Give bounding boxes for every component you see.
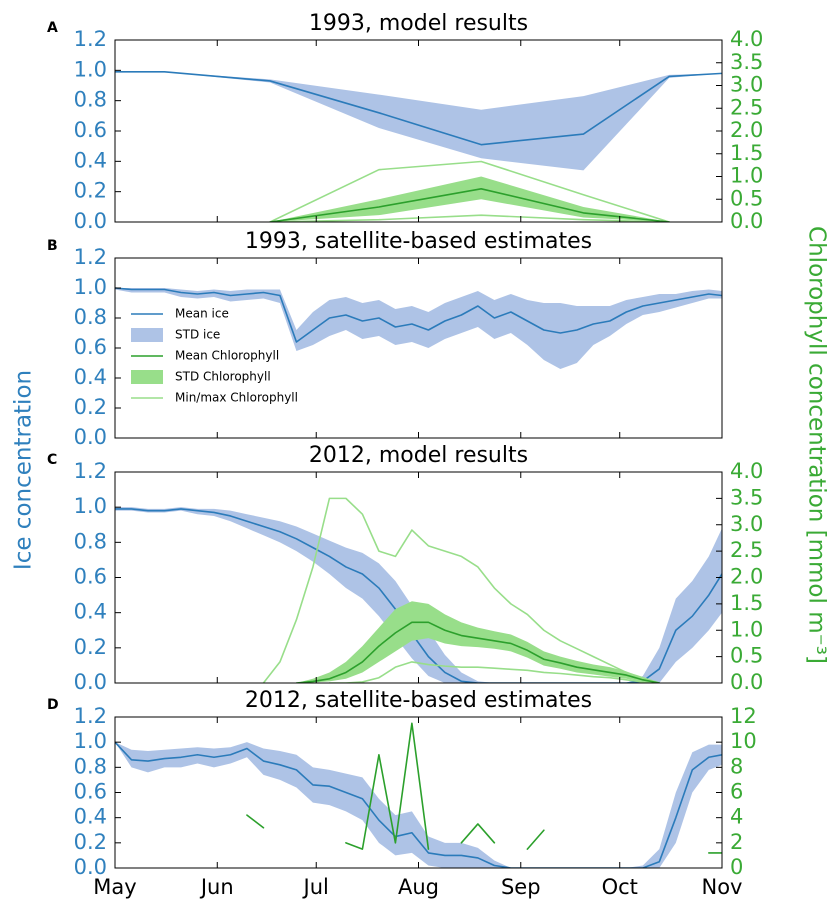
series-line xyxy=(262,497,661,683)
y-tick-label: 0.2 xyxy=(74,395,107,419)
y-tick-label: 0.2 xyxy=(74,635,107,659)
y-tick-label: 0.0 xyxy=(74,425,107,449)
y2-tick-label: 1.5 xyxy=(730,141,763,165)
series-line xyxy=(115,508,722,683)
series-line xyxy=(328,661,661,683)
y-tick-label: 0.8 xyxy=(74,529,107,553)
y-tick-label: 0.8 xyxy=(74,754,107,778)
y-tick-label: 0.4 xyxy=(74,365,107,389)
plot-area xyxy=(115,497,722,683)
y-tick-label: 0.8 xyxy=(74,88,107,112)
legend-label: Min/max Chlorophyll xyxy=(175,391,298,405)
y2-tick-label: 4.0 xyxy=(730,27,763,51)
series-line xyxy=(269,214,671,222)
y-tick-label: 0.6 xyxy=(74,118,107,142)
plot-area xyxy=(115,71,722,222)
y2-tick-label: 0.5 xyxy=(730,186,763,210)
y-tick-label: 1.0 xyxy=(74,275,107,299)
y2-tick-label: 1.5 xyxy=(730,591,763,615)
std-band xyxy=(296,601,660,683)
legend-label: Mean ice xyxy=(175,307,229,321)
y2-tick-label: 0.5 xyxy=(730,644,763,668)
y2-tick-label: 3.0 xyxy=(730,73,763,97)
panel-title: 2012, model results xyxy=(309,443,528,468)
y2-tick-label: 4.0 xyxy=(730,459,763,483)
std-band xyxy=(115,742,722,868)
x-tick-label: Aug xyxy=(398,875,439,899)
y2-tick-label: 1.0 xyxy=(730,617,763,641)
y2-tick-label: 1.0 xyxy=(730,164,763,188)
legend-swatch xyxy=(131,328,163,342)
y-tick-label: 1.0 xyxy=(74,57,107,81)
y-tick-label: 0.6 xyxy=(74,335,107,359)
y-axis-label: Ice concentration xyxy=(11,370,37,570)
y-tick-label: 0.4 xyxy=(74,148,107,172)
series-line xyxy=(246,722,722,854)
legend-swatch xyxy=(131,370,163,384)
y2-tick-label: 3.5 xyxy=(730,50,763,74)
series-line xyxy=(115,287,722,343)
legend-label: STD ice xyxy=(175,328,220,342)
std-band xyxy=(115,71,722,171)
y-tick-label: 0.0 xyxy=(74,209,107,233)
y2-tick-label: 3.5 xyxy=(730,485,763,509)
y-tick-label: 0.2 xyxy=(74,179,107,203)
x-tick-label: May xyxy=(93,875,136,899)
legend-label: STD Chlorophyll xyxy=(175,370,271,384)
y-tick-label: 0.6 xyxy=(74,565,107,589)
y2-tick-label: 2.5 xyxy=(730,538,763,562)
series-line xyxy=(115,71,722,146)
y-tick-label: 0.0 xyxy=(74,670,107,694)
y2-tick-label: 3.0 xyxy=(730,512,763,536)
panel-title: 1993, model results xyxy=(309,11,528,36)
legend-label: Mean Chlorophyll xyxy=(175,349,279,363)
y-tick-label: 1.2 xyxy=(74,704,107,728)
y2-tick-label: 4 xyxy=(730,805,743,829)
y2-tick-label: 6 xyxy=(730,780,743,804)
x-tick-label: Jun xyxy=(199,875,234,899)
y-tick-label: 1.0 xyxy=(74,729,107,753)
panel-label: B xyxy=(47,238,58,254)
y2-tick-label: 2 xyxy=(730,830,743,854)
x-tick-label: Oct xyxy=(602,875,638,899)
std-band xyxy=(115,507,722,683)
y-tick-label: 1.2 xyxy=(74,27,107,51)
y-tick-label: 0.2 xyxy=(74,830,107,854)
y2-tick-label: 0.0 xyxy=(730,670,763,694)
y-tick-label: 0.6 xyxy=(74,780,107,804)
x-tick-label: Jul xyxy=(302,875,329,899)
y-tick-label: 1.2 xyxy=(74,245,107,269)
y-tick-label: 1.0 xyxy=(74,494,107,518)
y2-tick-label: 2.0 xyxy=(730,565,763,589)
y2-tick-label: 0 xyxy=(730,855,743,879)
y2-tick-label: 2.5 xyxy=(730,95,763,119)
y2-tick-label: 8 xyxy=(730,754,743,778)
series-line xyxy=(269,160,671,222)
y-tick-label: 1.2 xyxy=(74,459,107,483)
y-tick-label: 0.8 xyxy=(74,305,107,329)
panel-label: A xyxy=(47,20,58,36)
x-tick-label: Nov xyxy=(702,875,743,899)
series-line xyxy=(115,741,722,868)
series-line xyxy=(295,621,661,683)
series-line xyxy=(269,187,671,222)
y-tick-label: 0.0 xyxy=(74,855,107,879)
panel-title: 1993, satellite-based estimates xyxy=(245,229,592,254)
std-band xyxy=(270,176,670,222)
y2-tick-label: 10 xyxy=(730,729,757,753)
plot-area xyxy=(115,722,722,868)
panel-label: D xyxy=(47,697,59,713)
x-tick-label: Sep xyxy=(501,875,541,899)
y-tick-label: 0.4 xyxy=(74,600,107,624)
std-band xyxy=(115,288,722,369)
y2-tick-label: 0.0 xyxy=(730,209,763,233)
y2-tick-label: 2.0 xyxy=(730,118,763,142)
panel-title: 2012, satellite-based estimates xyxy=(245,688,592,713)
panel-label: C xyxy=(47,452,57,468)
y2-axis-label: Chlorophyll concentration [mmol m⁻³] xyxy=(804,226,830,664)
y2-tick-label: 12 xyxy=(730,704,757,728)
plot-area xyxy=(115,287,722,369)
y-tick-label: 0.4 xyxy=(74,805,107,829)
